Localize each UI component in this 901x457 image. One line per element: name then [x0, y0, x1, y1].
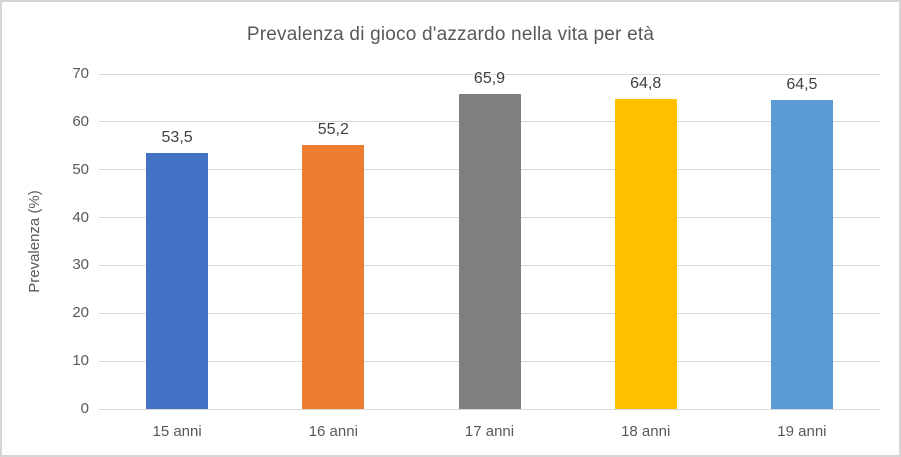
x-category-label-17-anni: 17 anni — [464, 423, 515, 440]
y-axis-title: Prevalenza (%) — [25, 190, 43, 293]
x-category-label-16-anni: 16 anni — [308, 423, 358, 440]
gridline-y-0 — [99, 408, 880, 410]
y-tick-label-20: 20 — [72, 304, 89, 322]
y-tick-label-40: 40 — [72, 208, 89, 226]
bar-18-anni — [614, 99, 677, 409]
plot-area: 0 10 20 30 40 50 60 70 53,5 15 anni 55,2 16 anni 65,… — [72, 66, 880, 440]
bar-value-label-15-anni: 53,5 — [161, 129, 193, 146]
y-tick-label-10: 10 — [72, 352, 89, 370]
bar-value-label-18-anni: 64,8 — [630, 75, 662, 92]
y-tick-label-30: 30 — [72, 256, 89, 274]
y-tick-label-50: 50 — [72, 160, 89, 178]
x-category-label-15-anni: 15 anni — [152, 423, 202, 440]
bar-value-label-16-anni: 55,2 — [317, 121, 349, 138]
bar-17-anni — [458, 94, 521, 409]
bar-16-anni — [302, 145, 365, 409]
x-category-label-19-anni: 19 anni — [777, 423, 827, 440]
bar-value-label-19-anni: 64,5 — [786, 76, 818, 93]
y-tick-label-60: 60 — [72, 112, 89, 130]
bar-19-anni — [770, 100, 833, 409]
y-tick-label-70: 70 — [72, 65, 89, 82]
gridline-y-70 — [99, 73, 880, 75]
bar-value-label-17-anni: 65,9 — [473, 70, 506, 87]
chart-title: Prevalenza di gioco d'azzardo nella vita… — [246, 24, 655, 45]
y-tick-label-0: 0 — [80, 400, 89, 417]
x-category-label-18-anni: 18 anni — [621, 423, 671, 440]
bar-15-anni — [146, 153, 209, 409]
